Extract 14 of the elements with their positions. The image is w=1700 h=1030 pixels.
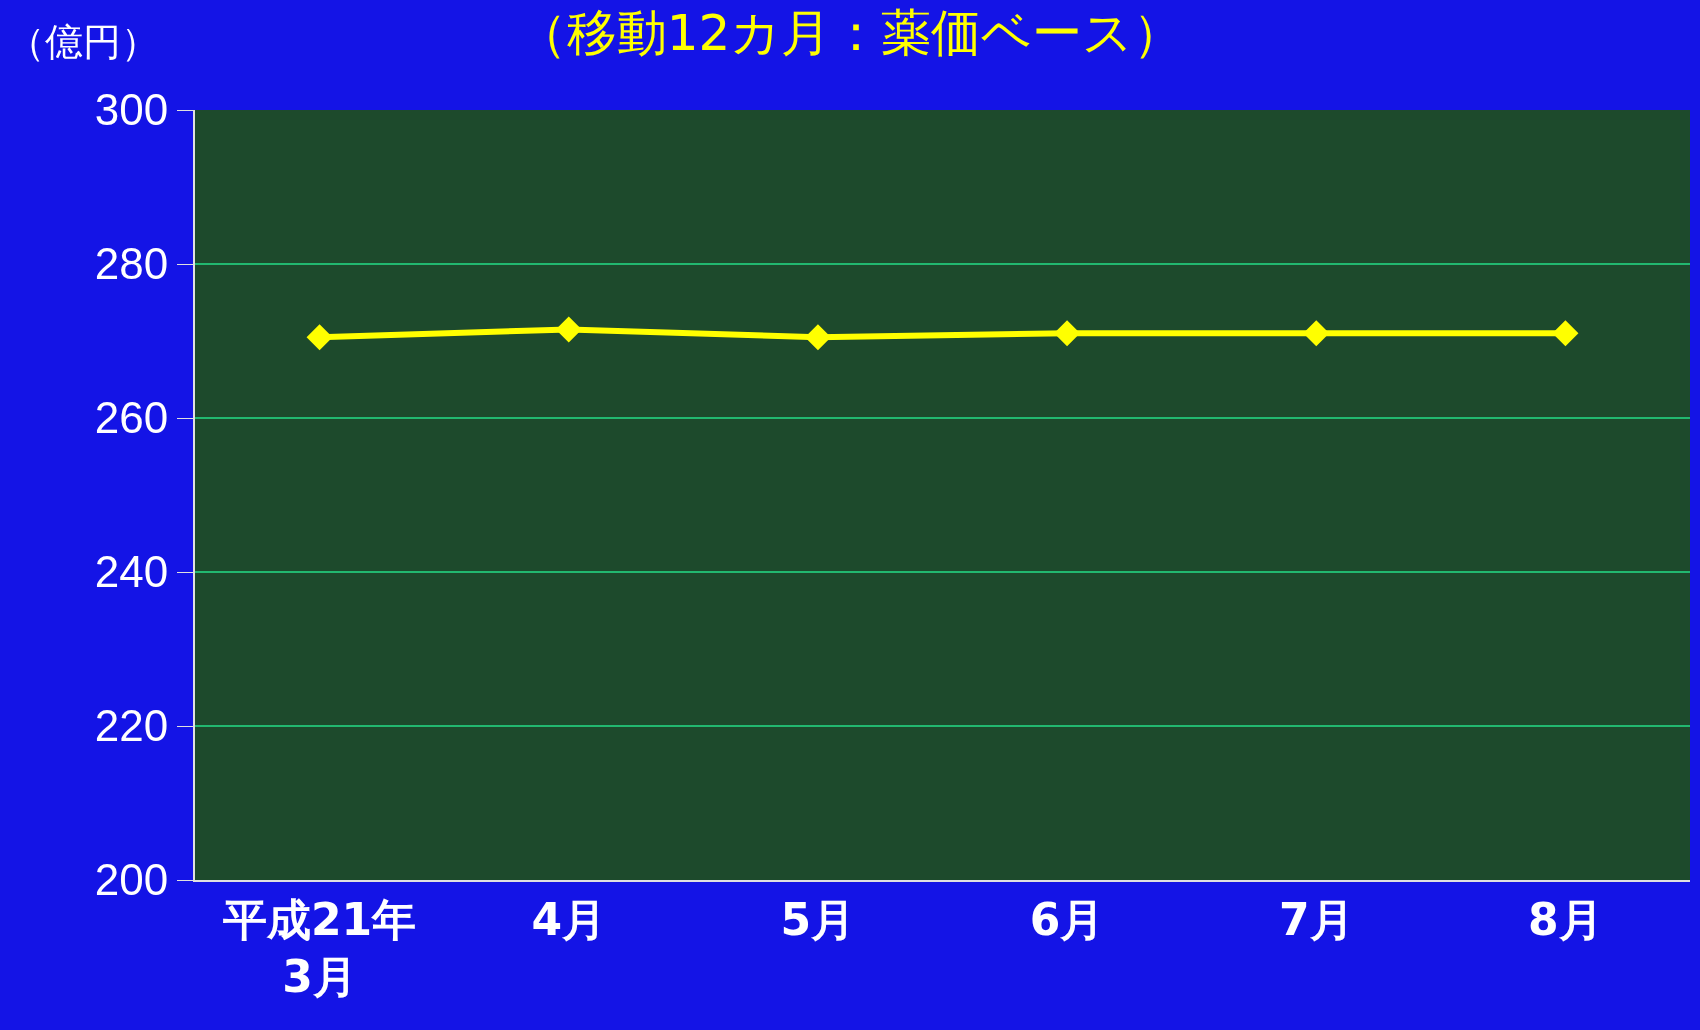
y-tick-label: 220 <box>94 701 169 751</box>
x-tick-label: 平成21年 3月 <box>222 893 417 1002</box>
x-tick-label: 8月 <box>1528 893 1603 945</box>
y-tick-label: 300 <box>94 85 169 135</box>
x-tick-label: 4月 <box>531 893 607 945</box>
x-tick-label: 5月 <box>780 893 856 945</box>
y-axis-title: （億円） <box>7 21 159 63</box>
y-tick-label: 200 <box>94 855 169 905</box>
chart-title: （移動12カ月：薬価ベース） <box>516 4 1184 63</box>
y-tick-label: 260 <box>94 393 169 443</box>
x-tick-label: 6月 <box>1029 893 1105 945</box>
x-tick-label: 7月 <box>1278 893 1354 945</box>
y-tick-label: 240 <box>94 547 169 597</box>
y-tick-label: 280 <box>94 239 169 289</box>
